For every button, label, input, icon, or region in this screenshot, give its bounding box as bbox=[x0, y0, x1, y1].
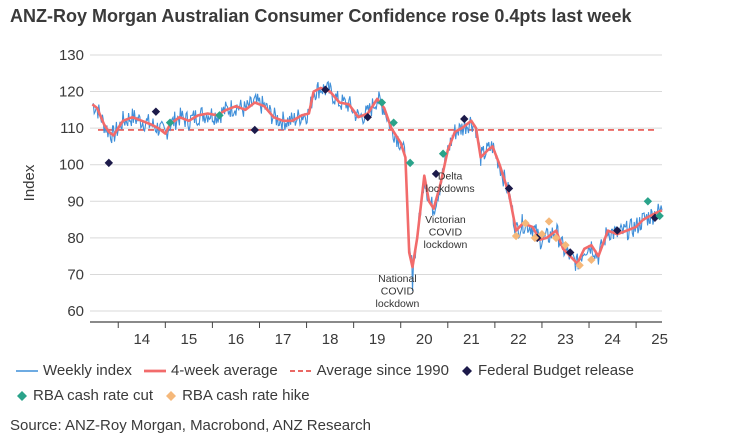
y-tick-100: 100 bbox=[59, 157, 84, 174]
legend-item-rba-cash-rate-hike: RBA cash rate hike bbox=[165, 387, 310, 404]
x-tick-25: 25 bbox=[651, 331, 668, 348]
federal-budget-release-marker-10 bbox=[613, 226, 622, 235]
federal-budget-release-marker-6 bbox=[460, 114, 469, 124]
rba-cash-rate-hike-marker-4 bbox=[544, 217, 554, 226]
x-tick-24: 24 bbox=[604, 331, 621, 348]
weekly-index-series bbox=[92, 80, 663, 291]
four-week-average-series bbox=[91, 86, 663, 269]
federal-budget-release-marker-9 bbox=[565, 248, 575, 257]
y-tick-70: 70 bbox=[67, 266, 84, 283]
federal-budget-release-marker-0 bbox=[104, 158, 114, 168]
rba-cash-rate-cut-marker-3 bbox=[389, 118, 398, 127]
y-axis-label: Index bbox=[21, 164, 38, 201]
rba-cash-rate-cut-marker-6 bbox=[643, 197, 653, 206]
federal-budget-release-marker-4 bbox=[363, 112, 372, 122]
source-note: Source: ANZ-Roy Morgan, Macrobond, ANZ R… bbox=[10, 417, 371, 434]
legend-row-1: Weekly index 4-week average Average since … bbox=[16, 362, 646, 379]
x-tick-18: 18 bbox=[322, 331, 339, 348]
x-tick-15: 15 bbox=[181, 331, 198, 348]
rba-cash-rate-hike-marker-2 bbox=[530, 233, 540, 243]
legend-symbol-average-since-1990 bbox=[289, 369, 312, 372]
rba-cash-rate-hike-marker-0 bbox=[511, 231, 521, 241]
legend-label-average-since-1990: Average since 1990 bbox=[316, 362, 449, 379]
legend-item-4-week-average: 4-week average bbox=[143, 362, 278, 379]
chart-title: ANZ-Roy Morgan Australian Consumer Confi… bbox=[10, 6, 632, 26]
federal-budget-release-marker-2 bbox=[250, 125, 259, 135]
legend-label-rba-cash-rate-cut: RBA cash rate cut bbox=[33, 387, 154, 404]
legend-symbol-federal-budget-release bbox=[462, 365, 472, 376]
y-tick-80: 80 bbox=[67, 230, 84, 247]
x-tick-19: 19 bbox=[369, 331, 386, 348]
legend-label-federal-budget-release: Federal Budget release bbox=[478, 362, 634, 379]
x-tick-16: 16 bbox=[228, 331, 245, 348]
annotation-1: Victorian COVID lockdown bbox=[424, 214, 468, 251]
rba-cash-rate-hike-marker-5 bbox=[551, 233, 561, 243]
rba-cash-rate-cut-marker-0 bbox=[165, 118, 175, 127]
federal-budget-release-marker-11 bbox=[650, 213, 660, 222]
x-tick-20: 20 bbox=[416, 331, 433, 348]
federal-budget-release-marker-3 bbox=[321, 85, 330, 94]
legend-item-average-since-1990: Average since 1990 bbox=[289, 362, 449, 379]
legend-label-4-week-average: 4-week average bbox=[170, 362, 278, 379]
federal-budget-release-marker-5 bbox=[431, 169, 441, 179]
four-week-average-line bbox=[91, 86, 663, 269]
y-tick-110: 110 bbox=[60, 120, 84, 137]
legend-label-rba-cash-rate-hike: RBA cash rate hike bbox=[182, 387, 310, 404]
line-chart: 60 70 80 90 100 110 120 130 14 15 16 17 18 19 20 21 22 2… bbox=[21, 47, 668, 348]
x-tick-labels: 14 15 16 17 18 19 20 21 22 23 24 25 bbox=[133, 331, 668, 348]
rba-cash-rate-hike-marker-3 bbox=[537, 230, 547, 239]
legend-row-2: RBA cash rate cut RBA cash rate hike bbox=[16, 387, 322, 404]
y-gridlines bbox=[90, 54, 662, 312]
y-tick-60: 60 bbox=[67, 303, 84, 320]
rba-cash-rate-cut-marker-7 bbox=[655, 211, 664, 221]
annotation-2: Delta lockdowns bbox=[426, 170, 475, 195]
rba-cash-rate-cut-marker-2 bbox=[377, 98, 387, 107]
y-tick-120: 120 bbox=[59, 84, 84, 101]
x-tick-23: 23 bbox=[557, 331, 574, 348]
legend-item-federal-budget-release: Federal Budget release bbox=[461, 362, 634, 379]
rba-cash-rate-hike-marker-1 bbox=[521, 219, 530, 228]
rba-cash-rate-hike-marker-7 bbox=[575, 261, 584, 270]
rba-cash-rate-cut-marker-4 bbox=[405, 158, 415, 168]
x-tick-22: 22 bbox=[510, 331, 527, 348]
legend-item-weekly-index: Weekly index bbox=[16, 362, 132, 379]
x-tick-14: 14 bbox=[133, 331, 150, 348]
annotation-0: National COVID lockdown bbox=[376, 273, 420, 310]
federal-budget-release-marker-1 bbox=[151, 107, 161, 116]
rba-cash-rate-cut-marker-5 bbox=[438, 149, 448, 158]
weekly-index-line bbox=[92, 80, 663, 291]
federal-budget-release-marker-7 bbox=[504, 184, 514, 193]
y-tick-90: 90 bbox=[67, 193, 84, 210]
legend-symbol-rba-cash-rate-cut bbox=[17, 390, 27, 401]
y-tick-130: 130 bbox=[59, 47, 84, 64]
legend-symbol-rba-cash-rate-hike bbox=[166, 390, 177, 401]
legend-symbol-weekly-index bbox=[16, 369, 38, 372]
legend-label-weekly-index: Weekly index bbox=[43, 362, 132, 379]
x-tick-21: 21 bbox=[463, 331, 480, 348]
x-axis bbox=[90, 321, 662, 328]
legend-symbol-4-week-average bbox=[143, 369, 166, 372]
rba-cash-rate-hike-marker-8 bbox=[587, 255, 596, 265]
y-tick-labels: 60 70 80 90 100 110 120 130 bbox=[59, 47, 84, 320]
rba-cash-rate-cut-marker-1 bbox=[215, 111, 224, 120]
rba-cash-rate-hike-marker-6 bbox=[561, 240, 570, 250]
legend-item-rba-cash-rate-cut: RBA cash rate cut bbox=[16, 387, 153, 404]
x-tick-17: 17 bbox=[275, 331, 292, 348]
event-markers bbox=[104, 85, 664, 270]
